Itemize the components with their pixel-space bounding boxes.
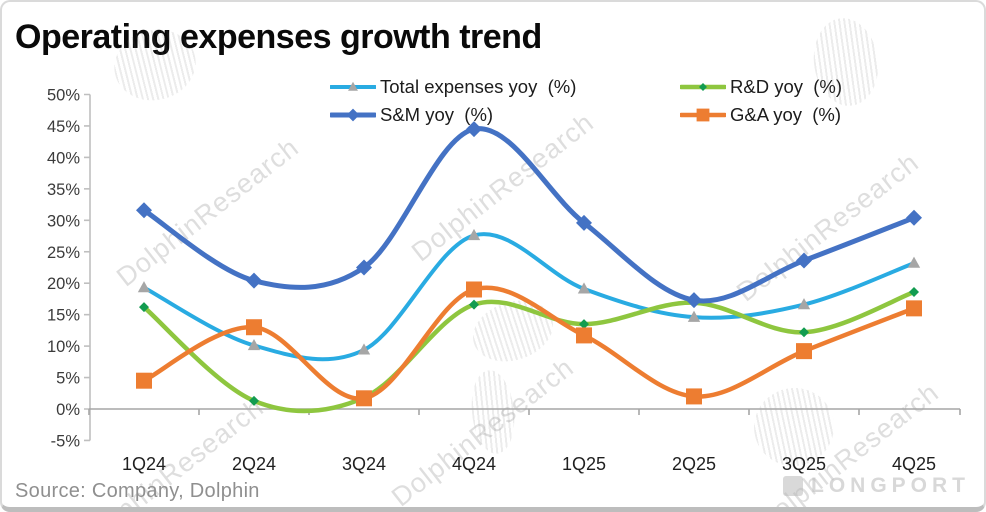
series-line — [141, 289, 917, 414]
data-point-marker — [579, 319, 589, 330]
watermark-text: DolphinResearch — [386, 351, 580, 512]
data-point-marker — [577, 282, 591, 294]
watermark-text: DolphinResearch — [751, 376, 945, 512]
series-line — [141, 285, 917, 401]
watermark-text: DolphinResearch — [406, 106, 600, 268]
series-line — [141, 126, 917, 304]
y-tick-label: 40% — [47, 149, 80, 167]
data-point-marker — [797, 298, 811, 310]
y-tick-label: 25% — [47, 244, 80, 262]
y-tick-label: 30% — [47, 212, 80, 230]
data-point-marker — [466, 281, 482, 298]
longport-logo-icon — [783, 476, 803, 496]
data-point-marker — [246, 272, 262, 289]
data-point-marker — [246, 319, 262, 336]
x-category-label: 2Q24 — [232, 454, 276, 474]
data-point-marker — [359, 392, 369, 403]
data-point-marker — [909, 287, 919, 298]
data-point-marker — [137, 281, 151, 293]
data-point-marker — [799, 327, 809, 338]
y-tick-label: 10% — [47, 338, 80, 356]
data-point-marker — [689, 297, 699, 308]
y-tick-label: 15% — [47, 307, 80, 325]
legend-label-rd: R&D yoy (%) — [730, 76, 843, 97]
legend-label-total-expenses: Total expenses yoy (%) — [380, 76, 577, 97]
legend-item-sm: S&M yoy (%) — [330, 104, 493, 126]
legend-item-total-expenses: Total expenses yoy (%) — [330, 76, 576, 98]
source-note: Source: Company, Dolphin — [15, 480, 260, 502]
data-point-marker — [796, 343, 812, 360]
data-point-marker — [687, 310, 701, 322]
series-line — [142, 232, 916, 362]
y-tick-label: 0% — [56, 401, 80, 419]
data-point-marker — [686, 292, 702, 309]
y-tick-label: -5% — [51, 432, 81, 450]
data-point-marker — [136, 202, 152, 219]
y-tick-label: 45% — [47, 118, 80, 136]
x-category-label: 1Q24 — [122, 454, 166, 474]
legend-item-rd: R&D yoy (%) — [680, 76, 842, 98]
y-tick-label: 35% — [47, 181, 80, 199]
chart-title: Operating expenses growth trend — [15, 18, 542, 56]
x-category-label: 4Q25 — [892, 454, 936, 474]
data-point-marker — [356, 390, 372, 407]
watermark-text: DolphinResearch — [731, 146, 925, 308]
x-category-label: 3Q25 — [782, 454, 826, 474]
data-point-marker — [356, 259, 372, 276]
data-point-marker — [699, 83, 707, 91]
data-point-marker — [906, 209, 922, 226]
data-point-marker — [907, 256, 921, 268]
legend-swatch-ga-icon — [680, 108, 726, 122]
data-point-marker — [686, 388, 702, 405]
watermark-barcode-icon — [465, 291, 561, 372]
x-category-label: 2Q25 — [672, 454, 716, 474]
legend-swatch-total-expenses-icon — [330, 81, 376, 91]
data-point-marker — [249, 395, 259, 406]
data-point-marker — [696, 108, 710, 122]
data-point-marker — [576, 327, 592, 344]
x-category-label: 4Q24 — [452, 454, 496, 474]
watermark-barcode-icon — [747, 381, 841, 474]
data-point-marker — [576, 214, 592, 231]
legend-item-ga: G&A yoy (%) — [680, 104, 841, 126]
data-point-marker — [136, 372, 152, 389]
legend-swatch-rd-icon — [680, 83, 726, 91]
longport-watermark: LONGPORT — [783, 474, 970, 498]
y-tick-label: 50% — [47, 87, 80, 105]
data-point-marker — [247, 338, 261, 351]
watermark-text: DolphinResearch — [111, 131, 305, 293]
data-point-marker — [346, 108, 360, 122]
y-tick-label: 5% — [56, 370, 80, 388]
longport-label: LONGPORT — [811, 474, 970, 497]
x-category-label: 3Q24 — [342, 454, 386, 474]
data-point-marker — [796, 252, 812, 269]
watermark-barcode-icon — [468, 368, 519, 456]
data-point-marker — [357, 343, 371, 355]
x-category-label: 1Q25 — [562, 454, 606, 474]
data-point-marker — [139, 302, 149, 313]
data-point-marker — [469, 299, 479, 310]
y-tick-label: 20% — [47, 275, 80, 293]
legend-label-sm: S&M yoy (%) — [380, 104, 494, 125]
data-point-marker — [906, 300, 922, 317]
data-point-marker — [467, 228, 481, 241]
legend-label-ga: G&A yoy (%) — [730, 104, 842, 125]
data-point-marker — [348, 81, 358, 91]
legend-swatch-sm-icon — [330, 108, 376, 122]
